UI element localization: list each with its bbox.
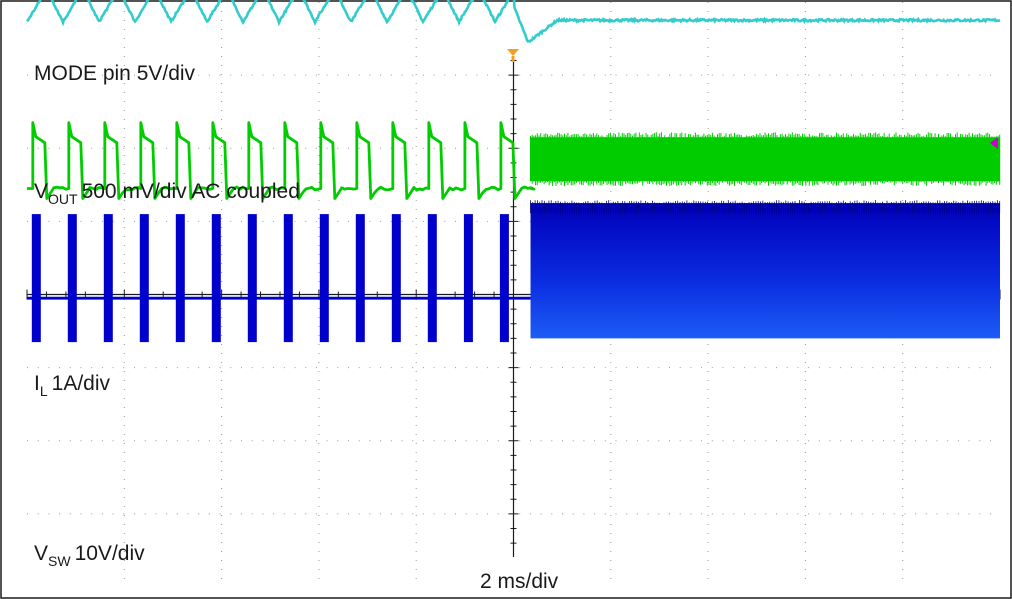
- vsw-trace-burst-pulse: [499, 214, 509, 343]
- vout-label: VOUT 500 mV/div AC coupled: [34, 180, 300, 207]
- vsw-trace-burst-pulse: [211, 214, 221, 343]
- vsw-trace-burst-pulse: [391, 214, 401, 343]
- trigger-level-marker: [990, 137, 998, 149]
- trigger-position-marker: [507, 49, 519, 56]
- vsw-trace-burst-pulse: [319, 214, 329, 343]
- vout-trace: [26, 0, 1001, 43]
- vsw-trace-burst-pulse: [103, 214, 113, 343]
- vsw-trace-burst-pulse: [463, 214, 473, 343]
- vsw-trace-continuous-edges: [530, 200, 1001, 214]
- vsw-trace-burst-pulse: [247, 214, 257, 343]
- mode-pin-label: MODE pin 5V/div: [34, 62, 196, 85]
- vsw-label: VSW 10V/div: [34, 542, 145, 569]
- vsw-trace-burst-pulse: [355, 214, 365, 343]
- vsw-trace-burst-pulse: [283, 214, 293, 343]
- trigger-position-marker-stem: [511, 56, 515, 62]
- vsw-trace-continuous-band: [530, 203, 1000, 339]
- vsw-trace-burst-pulse: [175, 214, 185, 343]
- il-trace-burst: [27, 121, 536, 200]
- il-label: IL 1A/div: [34, 372, 111, 399]
- vsw-trace-burst-pulse: [67, 214, 77, 343]
- il-trace-continuous-edges: [530, 132, 1001, 187]
- vsw-trace-burst-pulse: [31, 214, 41, 343]
- vsw-trace-burst-pulse: [139, 214, 149, 343]
- vsw-trace-burst-pulse: [427, 214, 437, 343]
- traces: [26, 0, 1001, 343]
- timebase-label: 2 ms/div: [480, 570, 559, 593]
